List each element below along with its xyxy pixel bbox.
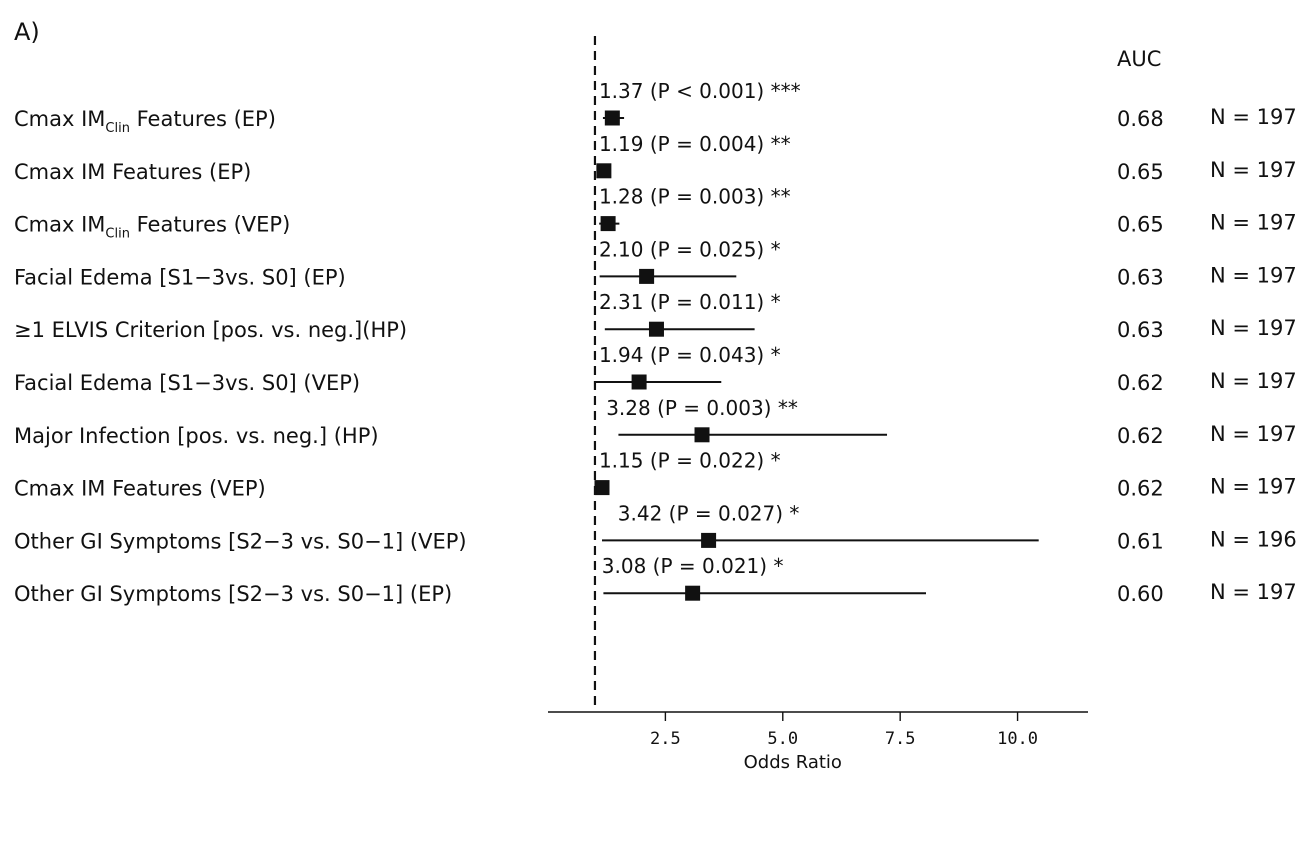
row-label-subscript: Clin [105,227,130,242]
forest-row: Other GI Symptoms [S2−3 vs. S0−1] (VEP) 3… [14,501,1297,553]
n-value: N = 197 [1210,316,1297,340]
x-tick-label: 2.5 [650,729,681,749]
row-label-main: Other GI Symptoms [S2−3 vs. S0−1] (VEP) [14,529,467,553]
row-label-subscript: Clin [105,121,130,136]
row-label: ≥1 ELVIS Criterion [pos. vs. neg.](HP) [14,318,407,342]
row-label-tail: Features (VEP) [130,213,290,237]
row-label: Major Infection [pos. vs. neg.] (HP) [14,424,379,448]
estimate-marker [604,110,620,126]
n-value: N = 197 [1210,580,1297,604]
estimate-marker [648,321,664,337]
auc-value: 0.62 [1117,371,1164,395]
row-label-main: ≥1 ELVIS Criterion [pos. vs. neg.](HP) [14,318,407,342]
estimate-marker [631,374,647,390]
auc-value: 0.61 [1117,529,1164,553]
n-value: N = 197 [1210,158,1297,182]
estimate-annotation: 3.08 (P = 0.021) * [602,554,784,578]
row-label-main: Facial Edema [S1−3vs. S0] (VEP) [14,371,360,395]
forest-row: Cmax IM Features (VEP) 1.15 (P = 0.022) *… [14,449,1297,501]
forest-row: Cmax IM Features (EP) 1.19 (P = 0.004) **… [14,132,1297,184]
row-label-main: Cmax IM Features (EP) [14,160,251,184]
row-label-main: Cmax IM [14,107,105,131]
x-tick-label: 10.0 [997,729,1038,749]
n-value: N = 197 [1210,475,1297,499]
forest-row: ≥1 ELVIS Criterion [pos. vs. neg.](HP) 2.… [14,290,1297,342]
estimate-marker [639,268,655,284]
forest-row: Cmax IMClin Features (EP) 1.37 (P < 0.001… [14,79,1297,136]
row-label: Other GI Symptoms [S2−3 vs. S0−1] (EP) [14,582,452,606]
estimate-annotation: 1.94 (P = 0.043) * [599,343,781,367]
auc-value: 0.63 [1117,318,1164,342]
row-label-main: Other GI Symptoms [S2−3 vs. S0−1] (EP) [14,582,452,606]
row-label-main: Cmax IM Features (VEP) [14,477,266,501]
estimate-marker [701,532,717,548]
n-value: N = 197 [1210,211,1297,235]
row-label: Cmax IMClin Features (EP) [14,107,276,136]
auc-value: 0.60 [1117,582,1164,606]
estimate-annotation: 1.15 (P = 0.022) * [599,449,781,473]
row-label: Other GI Symptoms [S2−3 vs. S0−1] (VEP) [14,529,467,553]
x-tick-label: 5.0 [767,729,798,749]
panel-label: A) [14,18,40,46]
row-label-main: Facial Edema [S1−3vs. S0] (EP) [14,265,346,289]
n-value: N = 197 [1210,369,1297,393]
forest-row: Facial Edema [S1−3vs. S0] (EP) 2.10 (P = … [14,237,1297,289]
auc-value: 0.68 [1117,107,1164,131]
estimate-annotation: 3.28 (P = 0.003) ** [606,396,798,420]
row-label: Cmax IMClin Features (VEP) [14,213,290,242]
auc-value: 0.63 [1117,265,1164,289]
estimate-annotation: 2.31 (P = 0.011) * [599,290,781,314]
auc-value: 0.65 [1117,213,1164,237]
row-label-main: Major Infection [pos. vs. neg.] (HP) [14,424,379,448]
row-label: Cmax IM Features (EP) [14,160,251,184]
auc-value: 0.62 [1117,424,1164,448]
row-label: Facial Edema [S1−3vs. S0] (VEP) [14,371,360,395]
n-value: N = 197 [1210,263,1297,287]
forest-row: Cmax IMClin Features (VEP) 1.28 (P = 0.00… [14,185,1297,242]
estimate-annotation: 1.28 (P = 0.003) ** [599,185,791,209]
forest-row: Major Infection [pos. vs. neg.] (HP) 3.28… [14,396,1297,448]
estimate-marker [694,427,710,443]
n-value: N = 197 [1210,105,1297,129]
forest-row: Other GI Symptoms [S2−3 vs. S0−1] (EP) 3.… [14,554,1297,606]
auc-header: AUC [1117,47,1161,71]
x-axis-label: Odds Ratio [744,752,842,773]
estimate-marker [596,163,612,179]
row-label: Facial Edema [S1−3vs. S0] (EP) [14,265,346,289]
estimate-marker [594,480,610,496]
row-label: Cmax IM Features (VEP) [14,477,266,501]
n-value: N = 197 [1210,422,1297,446]
auc-value: 0.62 [1117,477,1164,501]
estimate-annotation: 2.10 (P = 0.025) * [599,237,781,261]
n-value: N = 196 [1210,527,1297,551]
auc-value: 0.65 [1117,160,1164,184]
row-label-main: Cmax IM [14,213,105,237]
estimate-annotation: 1.19 (P = 0.004) ** [599,132,791,156]
forest-row: Facial Edema [S1−3vs. S0] (VEP) 1.94 (P =… [14,343,1297,395]
x-tick-label: 7.5 [885,729,916,749]
estimate-annotation: 3.42 (P = 0.027) * [618,501,800,525]
row-label-tail: Features (EP) [130,107,276,131]
estimate-marker [685,585,701,601]
estimate-annotation: 1.37 (P < 0.001) *** [599,79,801,103]
estimate-marker [600,216,616,232]
